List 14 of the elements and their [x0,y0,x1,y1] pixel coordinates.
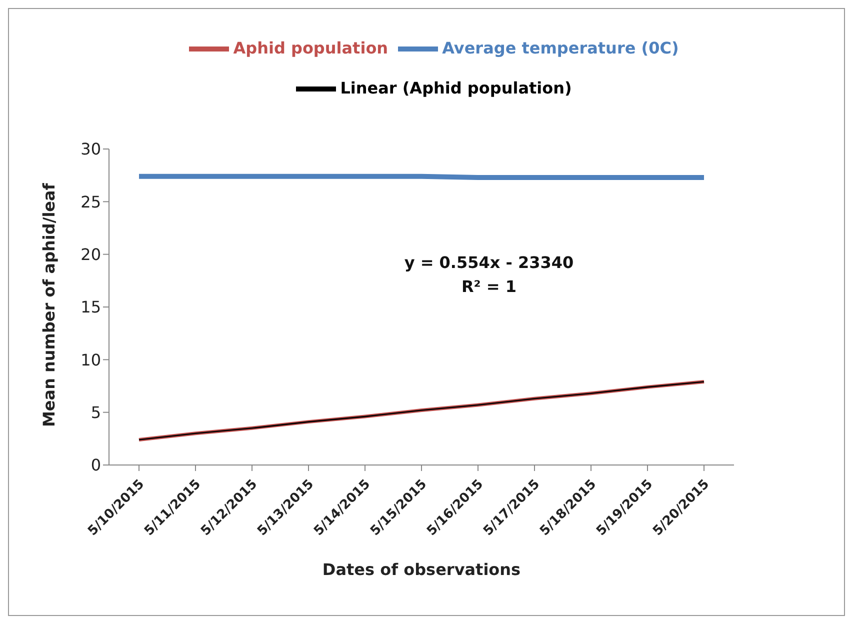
legend-label: Linear (Aphid population) [340,78,572,98]
y-tick-label: 30 [80,140,101,159]
annotation: R² = 1 [460,276,518,298]
legend-label: Aphid population [233,38,388,58]
y-tick-label: 25 [80,192,101,212]
y-tick-label: 20 [80,245,101,264]
y-tick-label: 0 [90,456,101,475]
legend-label: Average temperature (0C) [442,38,679,58]
y-axis-title: Mean number of aphid/leaf [40,182,59,427]
annotation: y = 0.554x - 23340 [403,252,575,274]
x-axis-title: Dates of observations [322,560,521,579]
y-tick-label: 5 [90,403,101,422]
y-tick-label: 10 [80,350,101,370]
y-tick-label: 15 [80,298,101,317]
